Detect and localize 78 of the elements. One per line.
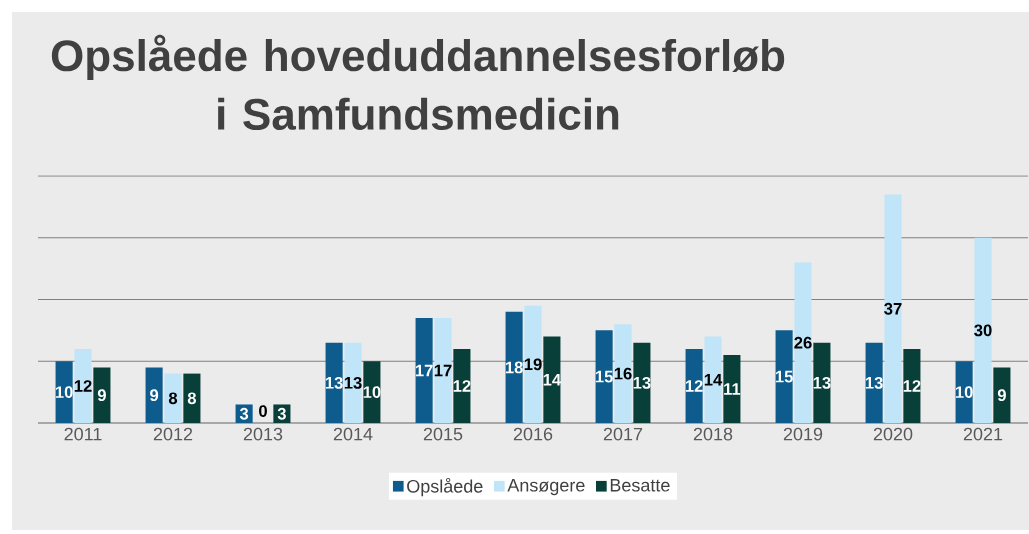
- x-tick-label: 2019: [783, 427, 823, 441]
- data-label: 37: [884, 302, 902, 315]
- data-label: 14: [543, 374, 562, 386]
- bar: [145, 367, 163, 423]
- bar: [524, 305, 542, 423]
- data-label: 12: [74, 380, 92, 392]
- x-tick-label: 2012: [153, 427, 193, 441]
- data-label: 13: [813, 376, 831, 389]
- x-tick-label: 2013: [243, 427, 283, 441]
- bar: [363, 361, 381, 423]
- bar: [55, 361, 73, 423]
- data-label: 13: [633, 376, 651, 389]
- data-label: 18: [505, 361, 523, 374]
- bar: [434, 318, 452, 423]
- bar: [865, 342, 883, 423]
- bar: [325, 342, 343, 423]
- data-label: 17: [415, 364, 433, 377]
- bar: [704, 336, 722, 423]
- chart-title: Opslåede hoveduddannelsesforløb i Samfundsmedicin: [51, 34, 785, 130]
- data-label: 13: [865, 376, 883, 389]
- bar: [614, 324, 632, 423]
- bar: [453, 348, 471, 423]
- data-label: 13: [325, 376, 343, 389]
- bar: [903, 348, 921, 423]
- data-label: 14: [704, 374, 723, 386]
- bar: [974, 237, 992, 423]
- bar: [74, 348, 92, 423]
- x-tick-label: 2017: [603, 427, 643, 441]
- bar: [633, 342, 651, 423]
- bar: [505, 311, 523, 423]
- data-label: 19: [524, 358, 542, 371]
- bar: [794, 262, 812, 423]
- x-tick-label: 2016: [513, 427, 553, 441]
- data-label: 10: [363, 386, 381, 399]
- bar: [884, 194, 902, 423]
- data-label: 10: [55, 386, 73, 399]
- data-label: 3: [277, 407, 286, 420]
- bar: [685, 348, 703, 423]
- bar: [183, 373, 201, 423]
- x-tick-label: 2011: [64, 427, 102, 441]
- x-tick-label: 2021: [963, 427, 1003, 441]
- legend-label: Opslåede: [407, 477, 483, 497]
- data-label: 0: [259, 405, 267, 417]
- data-label: 15: [775, 370, 793, 383]
- bar: [775, 330, 793, 423]
- data-label: 12: [453, 380, 471, 392]
- data-label: 16: [614, 367, 632, 380]
- bar: [723, 355, 741, 423]
- legend-label: Besatte: [610, 479, 670, 492]
- data-label: 8: [168, 392, 178, 405]
- bar: [813, 342, 831, 423]
- data-label: 30: [974, 324, 992, 337]
- x-tick-label: 2015: [423, 427, 463, 441]
- data-label: 11: [724, 383, 741, 395]
- data-label: 13: [344, 376, 362, 389]
- bar: [955, 361, 973, 423]
- data-label: 8: [187, 392, 197, 405]
- bar: [93, 367, 111, 423]
- data-label: 15: [595, 370, 613, 383]
- data-label: 17: [434, 364, 452, 377]
- data-label: 3: [239, 407, 249, 420]
- bar: [164, 373, 182, 423]
- x-tick-label: 2020: [873, 427, 913, 441]
- bar: [543, 336, 561, 423]
- data-label: 9: [997, 389, 1006, 402]
- bar: [595, 330, 613, 423]
- data-label: 10: [955, 386, 973, 399]
- bar: [344, 342, 362, 423]
- data-label: 9: [150, 389, 159, 402]
- data-label: 26: [794, 336, 812, 349]
- bar: [993, 367, 1011, 423]
- data-label: 9: [97, 389, 106, 402]
- x-tick-label: 2014: [333, 427, 373, 441]
- data-label: 12: [903, 380, 921, 392]
- data-label: 12: [685, 380, 703, 392]
- x-tick-label: 2018: [693, 427, 733, 441]
- bar: [415, 318, 433, 423]
- legend-label: Ansøgere: [507, 479, 585, 496]
